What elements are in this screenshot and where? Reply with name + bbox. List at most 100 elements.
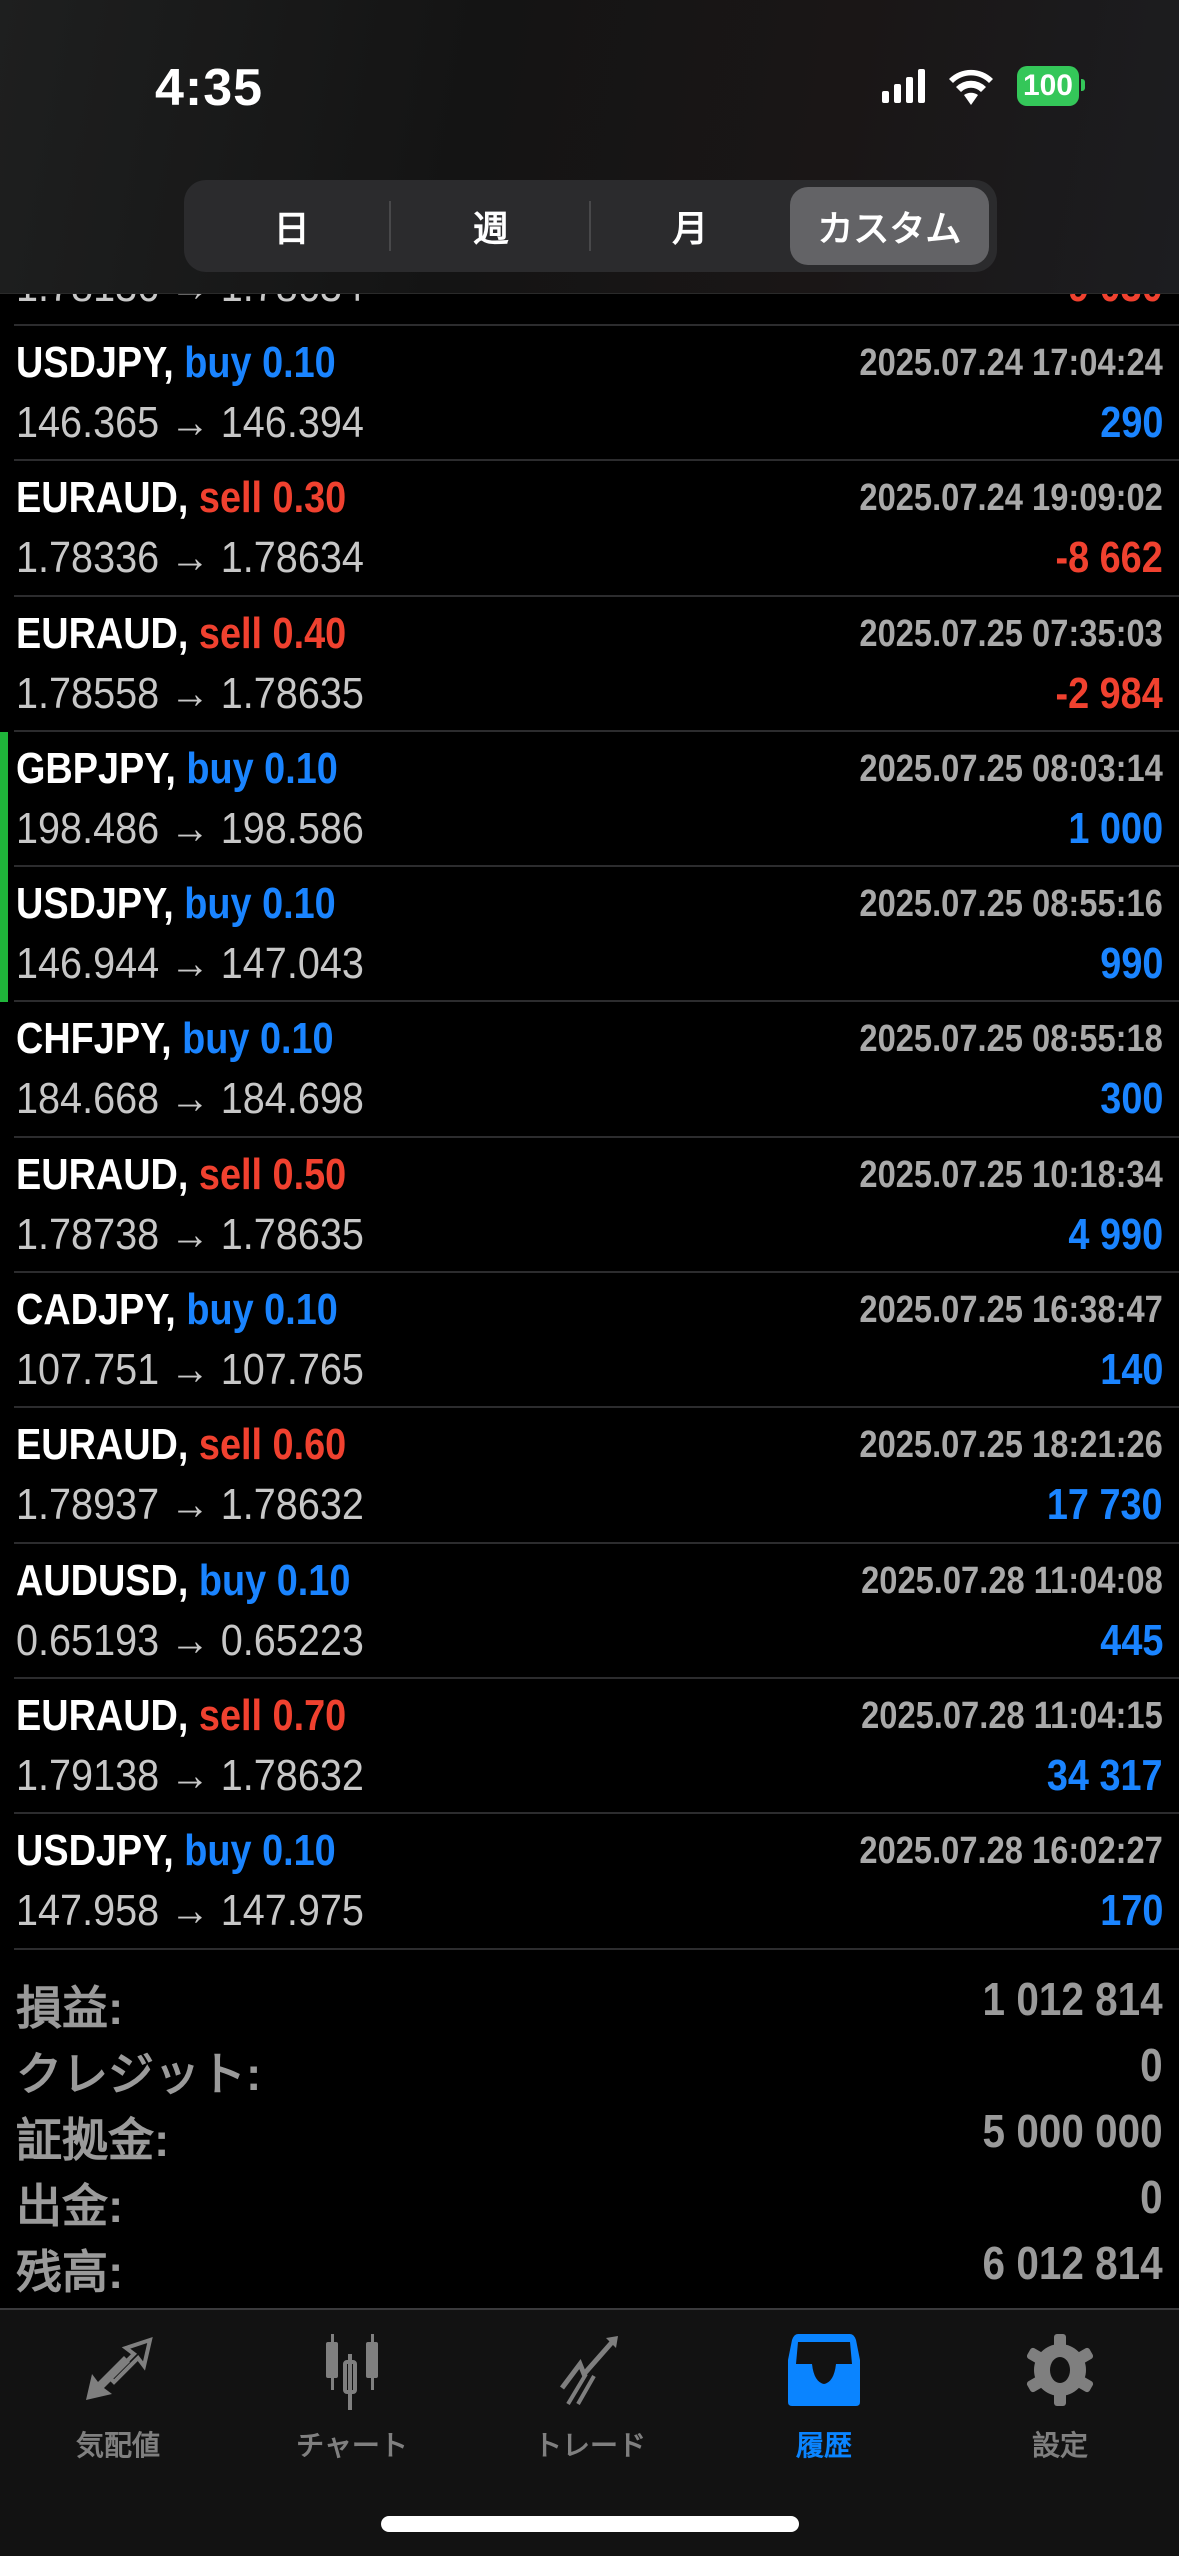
table-row[interactable]: USDJPY, buy 0.10 2025.07.25 08:55:16 146.9… [0, 867, 1179, 1003]
trade-profit: 140 [1099, 1345, 1163, 1395]
segment-custom[interactable]: カスタム [789, 187, 989, 265]
summary-label: 損益: [16, 1982, 124, 2034]
trade-time: 2025.07.25 10:18:34 [859, 1153, 1163, 1196]
trade-time: 2025.07.25 08:03:14 [859, 747, 1163, 790]
trade-history-list[interactable]: 1.78136 → 1.78634 -9 030 USDJPY, buy 0.1… [0, 190, 1179, 1950]
trade-volume: 0.10 [262, 338, 336, 387]
trade-symbol: AUDUSD, [16, 1555, 189, 1605]
trade-title: EURAUD, sell 0.40 [16, 609, 346, 659]
trade-side: buy [184, 338, 252, 387]
tab-label: 気配値 [75, 2430, 160, 2461]
trade-prices: 107.751 → 107.765 [16, 1345, 364, 1395]
history-tray-icon [788, 2334, 860, 2406]
trade-prices: 146.944 → 147.043 [16, 939, 364, 989]
summary-value: 5 000 000 [982, 2105, 1163, 2157]
table-row[interactable]: GBPJPY, buy 0.10 2025.07.25 08:03:14 198.4… [0, 731, 1179, 868]
trade-profit: 300 [1099, 1074, 1163, 1124]
table-row[interactable]: USDJPY, buy 0.10 2025.07.28 16:02:27 147.9… [14, 1814, 1179, 1950]
summary-value: 1 012 814 [982, 1973, 1163, 2025]
header: 4:35 100 日 週 月 カスタム [0, 0, 1179, 294]
table-row[interactable]: EURAUD, sell 0.30 2025.07.24 19:09:02 1.78… [14, 461, 1179, 597]
table-row[interactable]: USDJPY, buy 0.10 2025.07.24 17:04:24 146.3… [14, 326, 1179, 462]
trade-time: 2025.07.28 16:02:27 [859, 1830, 1163, 1873]
period-segmented-control: 日 週 月 カスタム [184, 180, 997, 272]
table-row[interactable]: CHFJPY, buy 0.10 2025.07.25 08:55:18 184.6… [14, 1002, 1179, 1138]
trade-profit: 17 730 [1047, 1480, 1163, 1530]
table-row[interactable]: EURAUD, sell 0.70 2025.07.28 11:04:15 1.79… [14, 1679, 1179, 1815]
trade-symbol: USDJPY, [16, 1826, 174, 1876]
trade-title: USDJPY, buy 0.10 [16, 1826, 336, 1876]
trade-prices: 1.78937 → 1.78632 [16, 1480, 364, 1530]
trade-symbol: GBPJPY, [16, 743, 176, 793]
tab-chart[interactable]: チャート [252, 2330, 452, 2464]
account-summary: 損益: 1 012 814 クレジット: 0 証拠金: 5 000 000 出金: 0 残高: 6… [16, 1964, 1163, 2298]
summary-label: 証拠金: [16, 2114, 170, 2166]
status-icons: 100 [881, 66, 1086, 106]
trade-time: 2025.07.24 17:04:24 [859, 342, 1163, 384]
tab-bar: 気配値 チャート トレード 履歴 設定 [0, 2308, 1179, 2556]
tab-quotes[interactable]: 気配値 [18, 2330, 218, 2464]
trade-side: buy [182, 1014, 250, 1064]
trade-symbol: EURAUD, [16, 1690, 189, 1740]
trade-symbol: EURAUD, [16, 473, 189, 523]
trade-side: sell [198, 473, 263, 523]
highlight-bar [0, 731, 8, 868]
summary-row: 証拠金: 5 000 000 [16, 2096, 1163, 2166]
trade-title: EURAUD, sell 0.30 [16, 473, 346, 523]
summary-row: クレジット: 0 [16, 2030, 1163, 2100]
trade-time: 2025.07.24 19:09:02 [859, 477, 1163, 520]
status-time: 4:35 [155, 59, 264, 117]
trade-prices: 147.958 → 147.975 [16, 1886, 364, 1936]
trade-volume: 0.10 [276, 1555, 351, 1605]
home-indicator[interactable] [381, 2516, 799, 2532]
summary-value: 6 012 814 [982, 2237, 1163, 2289]
trade-prices: 1.79138 → 1.78632 [16, 1750, 364, 1800]
tab-settings[interactable]: 設定 [960, 2330, 1160, 2464]
wifi-icon [948, 69, 993, 105]
table-row[interactable]: EURAUD, sell 0.40 2025.07.25 07:35:03 1.78… [14, 597, 1179, 732]
table-row[interactable]: AUDUSD, buy 0.10 2025.07.28 11:04:08 0.651… [14, 1544, 1179, 1679]
summary-value: 0 [1140, 2039, 1163, 2091]
trade-title: EURAUD, sell 0.60 [16, 1420, 346, 1470]
trade-side: buy [198, 1555, 267, 1605]
segment-month[interactable]: 月 [672, 208, 709, 249]
trade-profit: 445 [1099, 1615, 1163, 1665]
trade-symbol: USDJPY, [16, 338, 174, 387]
trade-side: buy [184, 1826, 252, 1876]
trade-side: sell [198, 1420, 263, 1470]
trade-prices: 146.365 → 146.394 [16, 398, 364, 447]
table-row[interactable]: EURAUD, sell 0.50 2025.07.25 10:18:34 1.78… [14, 1138, 1179, 1274]
cellular-signal-icon [881, 69, 925, 103]
table-row[interactable]: CADJPY, buy 0.10 2025.07.25 16:38:47 107.7… [14, 1273, 1179, 1409]
trade-profit: -2 984 [1055, 668, 1163, 718]
quotes-arrows-icon [86, 2336, 153, 2400]
segment-week[interactable]: 週 [391, 187, 591, 265]
trade-symbol: EURAUD, [16, 1149, 189, 1199]
summary-label: 残高: [16, 2246, 124, 2298]
tab-trade[interactable]: トレード [490, 2330, 690, 2464]
trade-profit: 170 [1099, 1886, 1163, 1936]
segment-day[interactable]: 日 [192, 187, 392, 265]
gear-icon [1025, 2334, 1095, 2406]
tab-label: 履歴 [795, 2430, 852, 2461]
trade-symbol: USDJPY, [16, 879, 174, 929]
trade-volume: 0.10 [262, 879, 336, 929]
trade-symbol: CADJPY, [16, 1285, 176, 1335]
trade-volume: 0.40 [272, 608, 347, 658]
trade-title: CHFJPY, buy 0.10 [16, 1014, 334, 1064]
summary-label: 出金: [16, 2180, 124, 2232]
trade-title: EURAUD, sell 0.70 [16, 1691, 346, 1741]
trade-volume: 0.50 [272, 1149, 347, 1199]
trade-title: USDJPY, buy 0.10 [16, 338, 336, 388]
trade-side: sell [198, 1690, 263, 1740]
highlight-bar [0, 867, 8, 1003]
tab-history[interactable]: 履歴 [724, 2330, 924, 2464]
trade-side: buy [184, 879, 252, 929]
tab-label: 設定 [1031, 2430, 1088, 2461]
table-row[interactable]: EURAUD, sell 0.60 2025.07.25 18:21:26 1.78… [14, 1408, 1179, 1544]
trade-title: EURAUD, sell 0.50 [16, 1150, 346, 1200]
trade-time: 2025.07.25 07:35:03 [859, 612, 1163, 655]
trade-time: 2025.07.25 08:55:18 [859, 1018, 1163, 1061]
trade-profit: 1 000 [1068, 803, 1163, 853]
trade-time: 2025.07.25 18:21:26 [859, 1424, 1163, 1467]
